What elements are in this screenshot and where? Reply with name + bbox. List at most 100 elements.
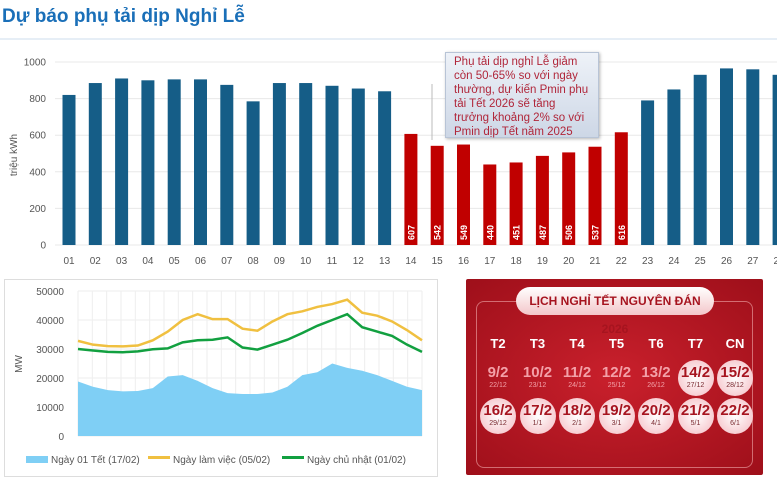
bar-12 — [351, 88, 365, 245]
bar-23 — [641, 100, 655, 246]
solar-date: 18/2 — [562, 402, 592, 419]
y-tick-label: 30000 — [36, 345, 64, 356]
legend-label: Ngày làm việc (05/02) — [173, 455, 270, 466]
y-tick-label: 1000 — [24, 58, 47, 69]
holiday-calendar: LỊCH NGHỈ TẾT NGUYÊN ĐÁN 2026 T2 T3 T4 T5 T6… — [466, 279, 763, 475]
x-tick-label: 11 — [327, 256, 338, 267]
x-tick-label: 14 — [405, 256, 417, 267]
x-tick-label: 13 — [379, 256, 391, 267]
x-tick-label: 23 — [642, 256, 654, 267]
x-tick-label: 10 — [300, 256, 312, 267]
x-tick-label: 21 — [589, 256, 601, 267]
series-line — [77, 312, 423, 354]
bar-20 — [562, 152, 576, 245]
data-label: 616 — [617, 225, 627, 240]
bar-11 — [325, 85, 339, 245]
x-tick-label: 15 — [432, 256, 444, 267]
y-tick-label: 400 — [29, 167, 46, 178]
legend-swatch — [148, 456, 170, 459]
solar-date: 9/2 — [487, 364, 509, 381]
legend-swatch — [282, 456, 304, 459]
calendar-day: 11/2 24/12 — [559, 360, 595, 396]
x-tick-label: 05 — [169, 256, 181, 267]
x-tick-label: 20 — [563, 256, 575, 267]
bar-07 — [220, 84, 234, 245]
lunar-date: 24/12 — [568, 382, 586, 389]
y-tick-label: 50000 — [36, 287, 64, 298]
calendar-day: 10/2 23/12 — [520, 360, 556, 396]
solar-date: 21/2 — [680, 402, 711, 419]
solar-date: 22/2 — [720, 402, 750, 419]
lunar-date: 3/1 — [611, 420, 622, 427]
daily-load-bar-chart: 0 200 400 600 800 1000 triệu kWh 01 02 03 04 05 06 07… — [9, 58, 777, 267]
calendar-day: 22/2 6/1 — [717, 398, 753, 434]
lunar-date: 6/1 — [730, 420, 740, 427]
solar-date: 15/2 — [720, 364, 750, 381]
calendar-day: 15/2 28/12 — [717, 360, 753, 396]
lunar-date: 2/1 — [572, 420, 582, 427]
y-tick-label: 20000 — [36, 374, 64, 385]
lunar-date: 1/1 — [532, 420, 543, 427]
bar-06 — [194, 79, 207, 245]
x-tick-label: 27 — [747, 256, 759, 267]
weekday-label: T2 — [490, 336, 506, 351]
x-tick-label: 01 — [63, 256, 75, 267]
x-tick-label: 04 — [142, 256, 154, 267]
x-tick-label: 06 — [195, 256, 207, 267]
bar-04 — [141, 80, 155, 245]
lunar-date: 23/12 — [528, 382, 547, 389]
data-label: 542 — [433, 225, 443, 240]
calendar-day: 13/2 26/12 — [638, 360, 674, 396]
bar-18 — [509, 162, 523, 245]
solar-date: 13/2 — [641, 364, 671, 381]
bar-13 — [378, 91, 392, 245]
bar-10 — [299, 83, 313, 245]
y-tick-label: 0 — [40, 241, 46, 252]
x-tick-label: 26 — [721, 256, 733, 267]
data-label: 487 — [538, 225, 548, 240]
annotation-callout: Phụ tải dịp nghỉ Lễ giảm còn 50-65% so v… — [445, 52, 599, 138]
y-tick-label: 200 — [29, 204, 46, 215]
x-tick-label: 02 — [90, 256, 102, 267]
y-axis-label: triệu kWh — [9, 134, 20, 176]
bar-26 — [720, 68, 733, 245]
lunar-date: 27/12 — [686, 382, 705, 389]
series-line — [77, 298, 423, 348]
data-label: 549 — [459, 225, 469, 240]
weekday-label: T5 — [608, 336, 625, 351]
load-profile-line-chart: 0 10000 20000 30000 40000 50000 MW Ngày 01 Tết … — [14, 287, 423, 466]
weekday-label: T6 — [648, 336, 664, 351]
bar-14 — [404, 133, 418, 245]
solar-date: 19/2 — [601, 402, 632, 419]
x-tick-label: 12 — [353, 256, 365, 267]
y-tick-label: 0 — [58, 432, 64, 443]
x-tick-label: 08 — [248, 256, 260, 267]
weekday-label: T4 — [569, 336, 585, 351]
x-tick-label: 17 — [484, 256, 496, 267]
x-tick-label: 19 — [537, 256, 549, 267]
calendar-day: 20/2 4/1 — [638, 398, 674, 434]
bar-24 — [667, 89, 681, 245]
bar-08 — [246, 101, 260, 245]
calendar-day: 12/2 25/12 — [599, 360, 635, 396]
lunar-date: 4/1 — [651, 420, 661, 427]
x-tick-label: 18 — [511, 256, 523, 267]
bar-02 — [88, 83, 102, 245]
title-divider — [0, 38, 777, 40]
y-tick-label: 800 — [29, 94, 46, 105]
bar-22 — [614, 132, 628, 245]
legend-label: Ngày 01 Tết (17/02) — [51, 454, 140, 466]
data-label: 506 — [564, 225, 574, 240]
solar-date: 12/2 — [601, 364, 632, 381]
calendar-title: LỊCH NGHỈ TẾT NGUYÊN ĐÁN 2026 — [516, 287, 714, 336]
calendar-day: 9/2 22/12 — [480, 360, 516, 396]
x-tick-label: 25 — [695, 256, 707, 267]
bar-19 — [535, 155, 549, 245]
weekday-label: T7 — [687, 336, 704, 351]
y-tick-label: 40000 — [36, 316, 64, 327]
page-title: Dự báo phụ tải dịp Nghỉ Lễ — [2, 6, 245, 27]
x-tick-label: 28 — [774, 256, 777, 267]
bar-09 — [272, 83, 286, 245]
solar-date: 17/2 — [522, 402, 553, 419]
data-label: 537 — [591, 225, 601, 240]
